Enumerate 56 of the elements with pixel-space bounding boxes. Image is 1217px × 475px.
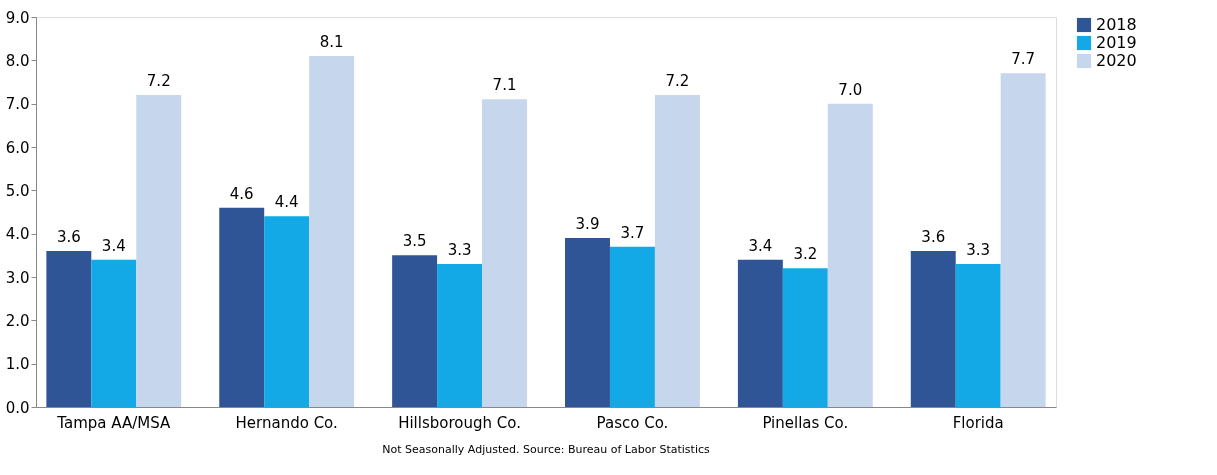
data-label: 8.1 xyxy=(319,33,344,51)
data-label: 7.7 xyxy=(1011,50,1036,69)
legend-label: 2020 xyxy=(1096,51,1137,70)
y-tick-label: 4.0 xyxy=(5,225,30,244)
bar xyxy=(437,264,483,407)
x-tick-label: Pasco Co. xyxy=(596,413,669,432)
x-tick-label: Hernando Co. xyxy=(235,413,338,432)
bar xyxy=(91,259,137,407)
y-tick-label: 0.0 xyxy=(5,398,30,417)
data-label: 4.4 xyxy=(274,193,299,212)
legend-label: 2019 xyxy=(1096,33,1137,52)
data-label: 3.7 xyxy=(620,223,645,242)
y-tick-label: 3.0 xyxy=(5,268,30,287)
y-tick-label: 9.0 xyxy=(5,8,30,27)
legend-label: 2018 xyxy=(1096,15,1137,34)
bar xyxy=(309,56,355,407)
bar xyxy=(955,264,1001,407)
data-label: 3.4 xyxy=(748,236,773,255)
bar xyxy=(782,268,828,407)
data-label: 3.5 xyxy=(402,232,427,251)
bar xyxy=(910,251,956,407)
x-tick-label: Hillsborough Co. xyxy=(398,413,521,432)
x-tick-label: Florida xyxy=(952,413,1004,432)
data-label: 7.1 xyxy=(492,76,517,95)
data-label: 7.2 xyxy=(146,72,171,90)
bar xyxy=(482,99,527,407)
y-tick-label: 2.0 xyxy=(5,311,30,330)
data-label: 7.2 xyxy=(665,72,690,90)
data-label: 7.0 xyxy=(838,80,863,99)
text: Not Seasonally Adjusted. Source: Bureau of Labor Statistics xyxy=(382,443,710,456)
data-label: 3.9 xyxy=(575,215,600,233)
bar xyxy=(392,255,438,407)
bar xyxy=(827,103,873,407)
y-tick-label: 5.0 xyxy=(5,181,30,200)
data-label: 3.6 xyxy=(921,228,946,246)
x-tick-label: Tampa AA/MSA xyxy=(56,413,172,432)
y-tick-label: 8.0 xyxy=(5,51,30,70)
data-label: 4.6 xyxy=(229,184,254,203)
data-label: 3.4 xyxy=(101,236,126,255)
x-tick-label: Pinellas Co. xyxy=(762,413,849,432)
y-tick-label: 1.0 xyxy=(5,355,30,374)
bar xyxy=(654,95,700,407)
bar xyxy=(609,246,655,407)
bar xyxy=(737,259,783,407)
bar xyxy=(264,216,310,407)
data-label: 3.2 xyxy=(793,245,818,264)
bar xyxy=(136,95,182,407)
bar xyxy=(1000,73,1046,407)
bar xyxy=(46,251,92,407)
data-label: 3.3 xyxy=(447,241,472,259)
y-tick-label: 6.0 xyxy=(5,138,30,157)
bar xyxy=(565,238,610,407)
data-label: 3.3 xyxy=(966,241,991,259)
y-tick-label: 7.0 xyxy=(5,95,30,114)
data-label: 3.6 xyxy=(56,228,81,246)
bar xyxy=(219,207,265,407)
